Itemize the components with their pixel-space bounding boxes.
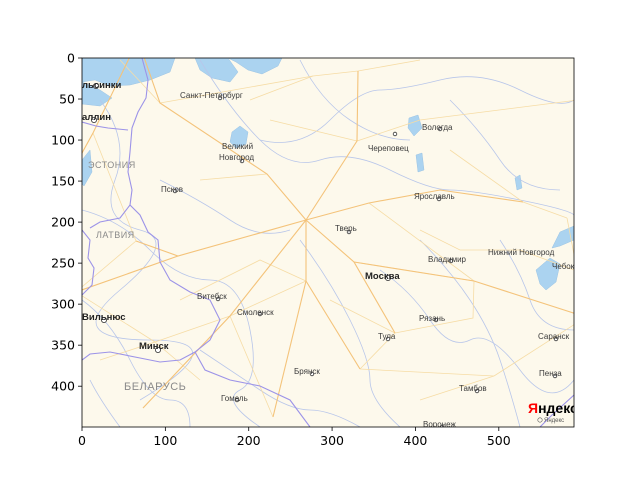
city-label: Ярославль: [414, 192, 455, 201]
city-marker-icon: [217, 95, 223, 101]
city-label: Чебоксары: [552, 262, 593, 271]
yandex-logo-subtext: Яндекс: [544, 418, 564, 424]
city-label: Владимир: [428, 255, 467, 264]
city-marker-icon: [353, 473, 357, 477]
y-tick-label: 350: [51, 338, 75, 353]
city-label: Москва: [365, 271, 400, 282]
city-label: Брянск: [294, 367, 320, 376]
city-label: льсинки: [82, 80, 121, 91]
city-marker-icon: [603, 258, 607, 262]
axes-ticks: 0 100 200 300 400 500 0 50 100 150 200 250 300 350 400: [51, 51, 511, 449]
x-tick-label: 400: [404, 433, 428, 448]
x-tick-label: 0: [78, 433, 86, 448]
country-label: БЕЛАРУСЬ: [124, 381, 186, 393]
city-label: Саранск: [538, 332, 570, 341]
city-marker-icon: [91, 117, 98, 124]
city-label: Казань: [635, 270, 640, 279]
city-label: Вологда: [422, 123, 453, 132]
yandex-logo-red-letter: Я: [528, 400, 538, 416]
city-marker-icon: [574, 432, 578, 436]
city-label: Гомель: [221, 394, 248, 403]
rivers-layer: [82, 59, 574, 427]
country-label: ЭСТОНИЯ: [88, 160, 136, 170]
city-label: Нижний Новгород: [488, 248, 555, 257]
city-label: Великий: [222, 142, 253, 151]
city-marker-icon: [101, 316, 108, 323]
city-marker-icon: [448, 258, 454, 264]
city-marker-icon: [309, 371, 315, 377]
y-tick-label: 50: [59, 92, 75, 107]
x-tick-label: 500: [487, 433, 511, 448]
yandex-logo[interactable]: Яндекс Яндекс: [528, 400, 578, 424]
y-tick-label: 0: [67, 51, 75, 66]
y-tick-label: 250: [51, 256, 75, 271]
yandex-logo-black-letters: ндекс: [538, 400, 578, 416]
map-background: [82, 58, 574, 427]
labels-layer: льсинки Санкт-Петербург аллин Великий Новгор…: [82, 80, 640, 478]
city-label: Харьков: [337, 469, 368, 478]
y-tick-label: 100: [51, 133, 75, 148]
city-label: Витебск: [197, 292, 227, 301]
city-label: Минск: [139, 341, 169, 352]
x-tick-label: 300: [320, 433, 344, 448]
city-label: Псков: [161, 185, 183, 194]
city-marker-icon: [384, 274, 391, 281]
city-label: Тула: [378, 332, 396, 341]
city-label: Рязань: [419, 314, 445, 323]
axes-frame: [81, 57, 575, 428]
city-label: Новгород: [219, 153, 254, 162]
city-marker-icon: [93, 83, 100, 90]
city-marker-icon: [553, 336, 559, 342]
city-marker-icon: [234, 397, 240, 403]
city-label: Вильнюс: [82, 312, 126, 323]
city-marker-icon: [154, 346, 161, 353]
city-marker-icon: [392, 131, 398, 137]
city-label: Череповец: [368, 144, 409, 153]
yandex-logo-text: Яндекс: [528, 400, 578, 416]
y-tick-label: 150: [51, 174, 75, 189]
city-marker-icon: [439, 424, 445, 427]
city-marker-icon: [215, 296, 221, 302]
city-label: Санкт-Петербург: [180, 91, 243, 100]
city-marker-icon: [474, 388, 480, 394]
city-marker-icon: [433, 317, 439, 323]
y-tick-label: 200: [51, 215, 75, 230]
city-marker-icon: [437, 126, 443, 132]
city-label: Воронеж: [423, 420, 456, 429]
city-marker-icon: [552, 373, 558, 379]
city-marker-icon: [346, 229, 352, 235]
yandex-logo-circle-icon: [537, 417, 543, 423]
city-label: Пенза: [539, 369, 562, 378]
city-label: Саратов: [561, 427, 592, 436]
map-area[interactable]: льсинки Санкт-Петербург аллин Великий Новгор…: [22, 40, 640, 480]
city-label: Тверь: [335, 224, 357, 233]
x-tick-label: 100: [153, 433, 177, 448]
borders-layer: [82, 58, 574, 427]
city-label: Тамбов: [459, 384, 487, 393]
city-marker-icon: [222, 463, 227, 468]
x-tick-label: 200: [237, 433, 261, 448]
city-marker-icon: [172, 188, 178, 194]
city-label: Смоленск: [237, 308, 274, 317]
city-marker-icon: [436, 196, 442, 202]
y-tick-label: 300: [51, 297, 75, 312]
city-marker-icon: [257, 311, 263, 317]
city-marker-icon: [239, 158, 245, 164]
city-label: аллин: [82, 112, 111, 123]
city-marker-icon: [385, 336, 391, 342]
country-label: ЛАТВИЯ: [96, 230, 135, 240]
city-label: Киев: [207, 456, 230, 467]
y-tick-label: 400: [51, 379, 75, 394]
